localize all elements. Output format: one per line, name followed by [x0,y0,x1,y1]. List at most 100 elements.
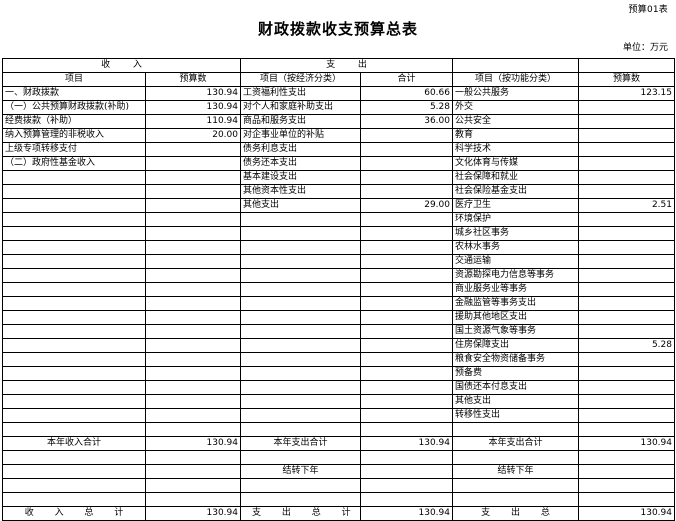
cell-income-item [2,296,146,311]
cell-income-amount [145,226,241,241]
cell-exp-func-item: 环境保护 [452,212,579,227]
cell-exp-func-item: 转移性支出 [452,408,579,423]
unit-note: 单位：万元 [622,43,668,53]
table-row: 预备费 [2,366,675,381]
table-row [2,478,675,493]
group-header-row: 收 入 支 出 [2,58,675,73]
cell-exp-func-item: 公共安全 [452,114,579,129]
cell-exp-func-subtotal-amount: 130.94 [578,436,675,451]
cell-exp-func-amount [578,254,675,269]
cell-exp-econ-amount [360,310,453,325]
cell-exp-func-amount [578,310,675,325]
cell-exp-func-amount [578,422,675,437]
cell-exp-func-grand-label: 支 出 总 [452,506,579,521]
cell-income-item [2,380,146,395]
cell-exp-econ-item [240,226,361,241]
cell-exp-func-item: 医疗卫生 [452,198,579,213]
cell-income-item [2,338,146,353]
cell-exp-func-item [452,492,579,507]
cell-exp-func-item: 外交 [452,100,579,115]
cell-exp-econ-item: 债务还本支出 [240,156,361,171]
cell-income-amount [145,324,241,339]
cell-income-amount [145,170,241,185]
cell-exp-econ-item [240,492,361,507]
cell-exp-econ-amount [360,324,453,339]
cell-exp-func-amount: 123.15 [578,86,675,101]
cell-exp-econ-amount [360,170,453,185]
cell-exp-econ-item [240,296,361,311]
table-body: 一、财政拨款 130.94 工资福利性支出 60.66 一般公共服务 123.15 （一）公… [2,86,675,521]
cell-income-amount [145,198,241,213]
cell-income-amount: 20.00 [145,128,241,143]
cell-exp-econ-item [240,380,361,395]
carryover-row: 结转下年 结转下年 [2,464,675,479]
cell-income-amount [145,478,241,493]
cell-income-item [2,198,146,213]
cell-exp-func-amount [578,324,675,339]
cell-exp-econ-amount [360,128,453,143]
cell-exp-econ-amount [360,394,453,409]
cell-exp-func-item: 文化体育与传媒 [452,156,579,171]
cell-income-item: 纳入预算管理的非税收入 [2,128,146,143]
cell-exp-econ-item [240,240,361,255]
cell-exp-func-subtotal-label: 本年支出合计 [452,436,579,451]
cell-income-amount [145,212,241,227]
cell-exp-func-item: 教育 [452,128,579,143]
cell-exp-func-item: 国债还本付息支出 [452,380,579,395]
cell-exp-econ-amount [360,282,453,297]
cell-exp-func-grand-amount: 130.94 [578,506,675,521]
cell-exp-econ-item [240,408,361,423]
cell-exp-econ-amount: 36.00 [360,114,453,129]
cell-exp-econ-amount: 5.28 [360,100,453,115]
group-header-income: 收 入 [2,58,241,73]
cell-exp-econ-amount [360,478,453,493]
cell-exp-econ-item [240,352,361,367]
cell-income-item [2,352,146,367]
cell-income-item [2,184,146,199]
cell-exp-econ-item [240,338,361,353]
cell-income-subtotal-label: 本年收入合计 [2,436,146,451]
cell-exp-econ-item [240,394,361,409]
table-row: 国债还本付息支出 [2,380,675,395]
table-row: 一、财政拨款 130.94 工资福利性支出 60.66 一般公共服务 123.15 [2,86,675,101]
cell-exp-econ-amount [360,226,453,241]
cell-exp-func-item: 其他支出 [452,394,579,409]
cell-income-amount [145,142,241,157]
cell-exp-econ-item [240,282,361,297]
cell-exp-func-item: 住房保障支出 [452,338,579,353]
cell-exp-econ-carryover-label: 结转下年 [240,464,361,479]
cell-exp-func-amount [578,282,675,297]
cell-income-item: 一、财政拨款 [2,86,146,101]
cell-exp-econ-item [240,212,361,227]
cell-exp-func-amount [578,100,675,115]
table-row: 其他支出 [2,394,675,409]
table-row: 农林水事务 [2,240,675,255]
group-header-blank-a [452,58,579,73]
cell-exp-econ-amount [360,352,453,367]
cell-exp-func-amount [578,394,675,409]
cell-exp-econ-amount [360,338,453,353]
cell-exp-econ-amount [360,366,453,381]
cell-exp-func-amount [578,240,675,255]
form-number: 预算01表 [628,5,668,15]
grand-total-row: 收 入 总 计 130.94 支 出 总 计 130.94 支 出 总 130.94 [2,506,675,521]
cell-income-amount [145,394,241,409]
table-row: 国土资源气象等事务 [2,324,675,339]
cell-income-amount [145,310,241,325]
cell-exp-econ-grand-amount: 130.94 [360,506,453,521]
table-row: 经费拨款（补助） 110.94 商品和服务支出 36.00 公共安全 [2,114,675,129]
column-header-exp-func-amount: 预算数 [578,72,675,87]
cell-income-item [2,478,146,493]
cell-exp-func-item [452,478,579,493]
column-header-exp-econ-amount: 合计 [360,72,453,87]
cell-income-item [2,268,146,283]
table-row: 其他资本性支出 社会保险基金支出 [2,184,675,199]
cell-income-item [2,310,146,325]
cell-income-item [2,492,146,507]
table-row: 基本建设支出 社会保障和就业 [2,170,675,185]
table-row: 其他支出 29.00 医疗卫生 2.51 [2,198,675,213]
cell-income-amount [145,492,241,507]
cell-exp-func-item: 预备费 [452,366,579,381]
cell-exp-func-amount [578,380,675,395]
cell-exp-econ-amount [360,422,453,437]
